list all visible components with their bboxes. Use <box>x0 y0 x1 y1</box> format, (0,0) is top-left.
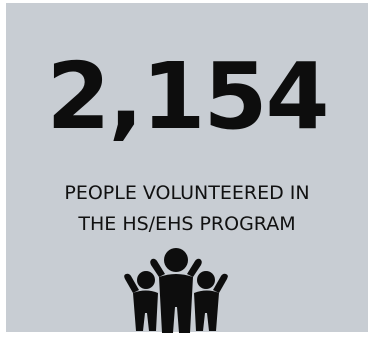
stat-caption-line-1: PEOPLE VOLUNTEERED IN <box>64 182 310 204</box>
stat-caption: PEOPLE VOLUNTEERED IN THE HS/EHS PROGRAM <box>6 178 368 240</box>
stat-caption-line-2: THE HS/EHS PROGRAM <box>78 213 296 235</box>
stat-value: 2,154 <box>46 43 329 150</box>
stat-card: 2,154 PEOPLE VOLUNTEERED IN THE HS/EHS P… <box>6 3 368 333</box>
people-cheering-icon <box>121 247 231 333</box>
